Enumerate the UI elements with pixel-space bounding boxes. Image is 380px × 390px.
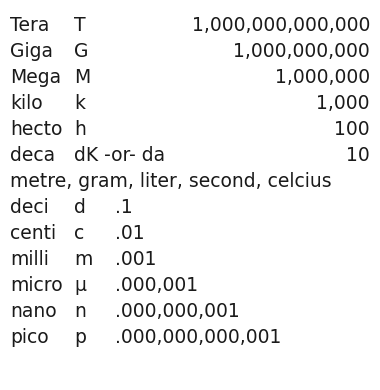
Text: n: n <box>74 302 86 321</box>
Text: .000,001: .000,001 <box>115 276 198 295</box>
Text: .01: .01 <box>115 224 145 243</box>
Text: μ: μ <box>74 276 86 295</box>
Text: .000,000,001: .000,000,001 <box>115 302 240 321</box>
Text: G: G <box>74 42 89 61</box>
Text: 1,000,000: 1,000,000 <box>275 68 370 87</box>
Text: micro: micro <box>10 276 63 295</box>
Text: metre, gram, liter, second, celcius: metre, gram, liter, second, celcius <box>10 172 332 191</box>
Text: milli: milli <box>10 250 49 269</box>
Text: M: M <box>74 68 90 87</box>
Text: 100: 100 <box>334 120 370 139</box>
Text: 1,000,000,000,000: 1,000,000,000,000 <box>192 16 370 35</box>
Text: .1: .1 <box>115 198 133 217</box>
Text: 1,000,000,000: 1,000,000,000 <box>233 42 370 61</box>
Text: pico: pico <box>10 328 49 347</box>
Text: .001: .001 <box>115 250 157 269</box>
Text: 10: 10 <box>346 146 370 165</box>
Text: nano: nano <box>10 302 57 321</box>
Text: h: h <box>74 120 86 139</box>
Text: d: d <box>74 198 86 217</box>
Text: .000,000,000,001: .000,000,000,001 <box>115 328 281 347</box>
Text: centi: centi <box>10 224 56 243</box>
Text: 1,000: 1,000 <box>317 94 370 113</box>
Text: c: c <box>74 224 84 243</box>
Text: Tera: Tera <box>10 16 49 35</box>
Text: hecto: hecto <box>10 120 62 139</box>
Text: T: T <box>74 16 86 35</box>
Text: Mega: Mega <box>10 68 61 87</box>
Text: deci: deci <box>10 198 49 217</box>
Text: m: m <box>74 250 92 269</box>
Text: k: k <box>74 94 85 113</box>
Text: deca: deca <box>10 146 55 165</box>
Text: kilo: kilo <box>10 94 43 113</box>
Text: Giga: Giga <box>10 42 53 61</box>
Text: p: p <box>74 328 86 347</box>
Text: dK -or- da: dK -or- da <box>74 146 165 165</box>
